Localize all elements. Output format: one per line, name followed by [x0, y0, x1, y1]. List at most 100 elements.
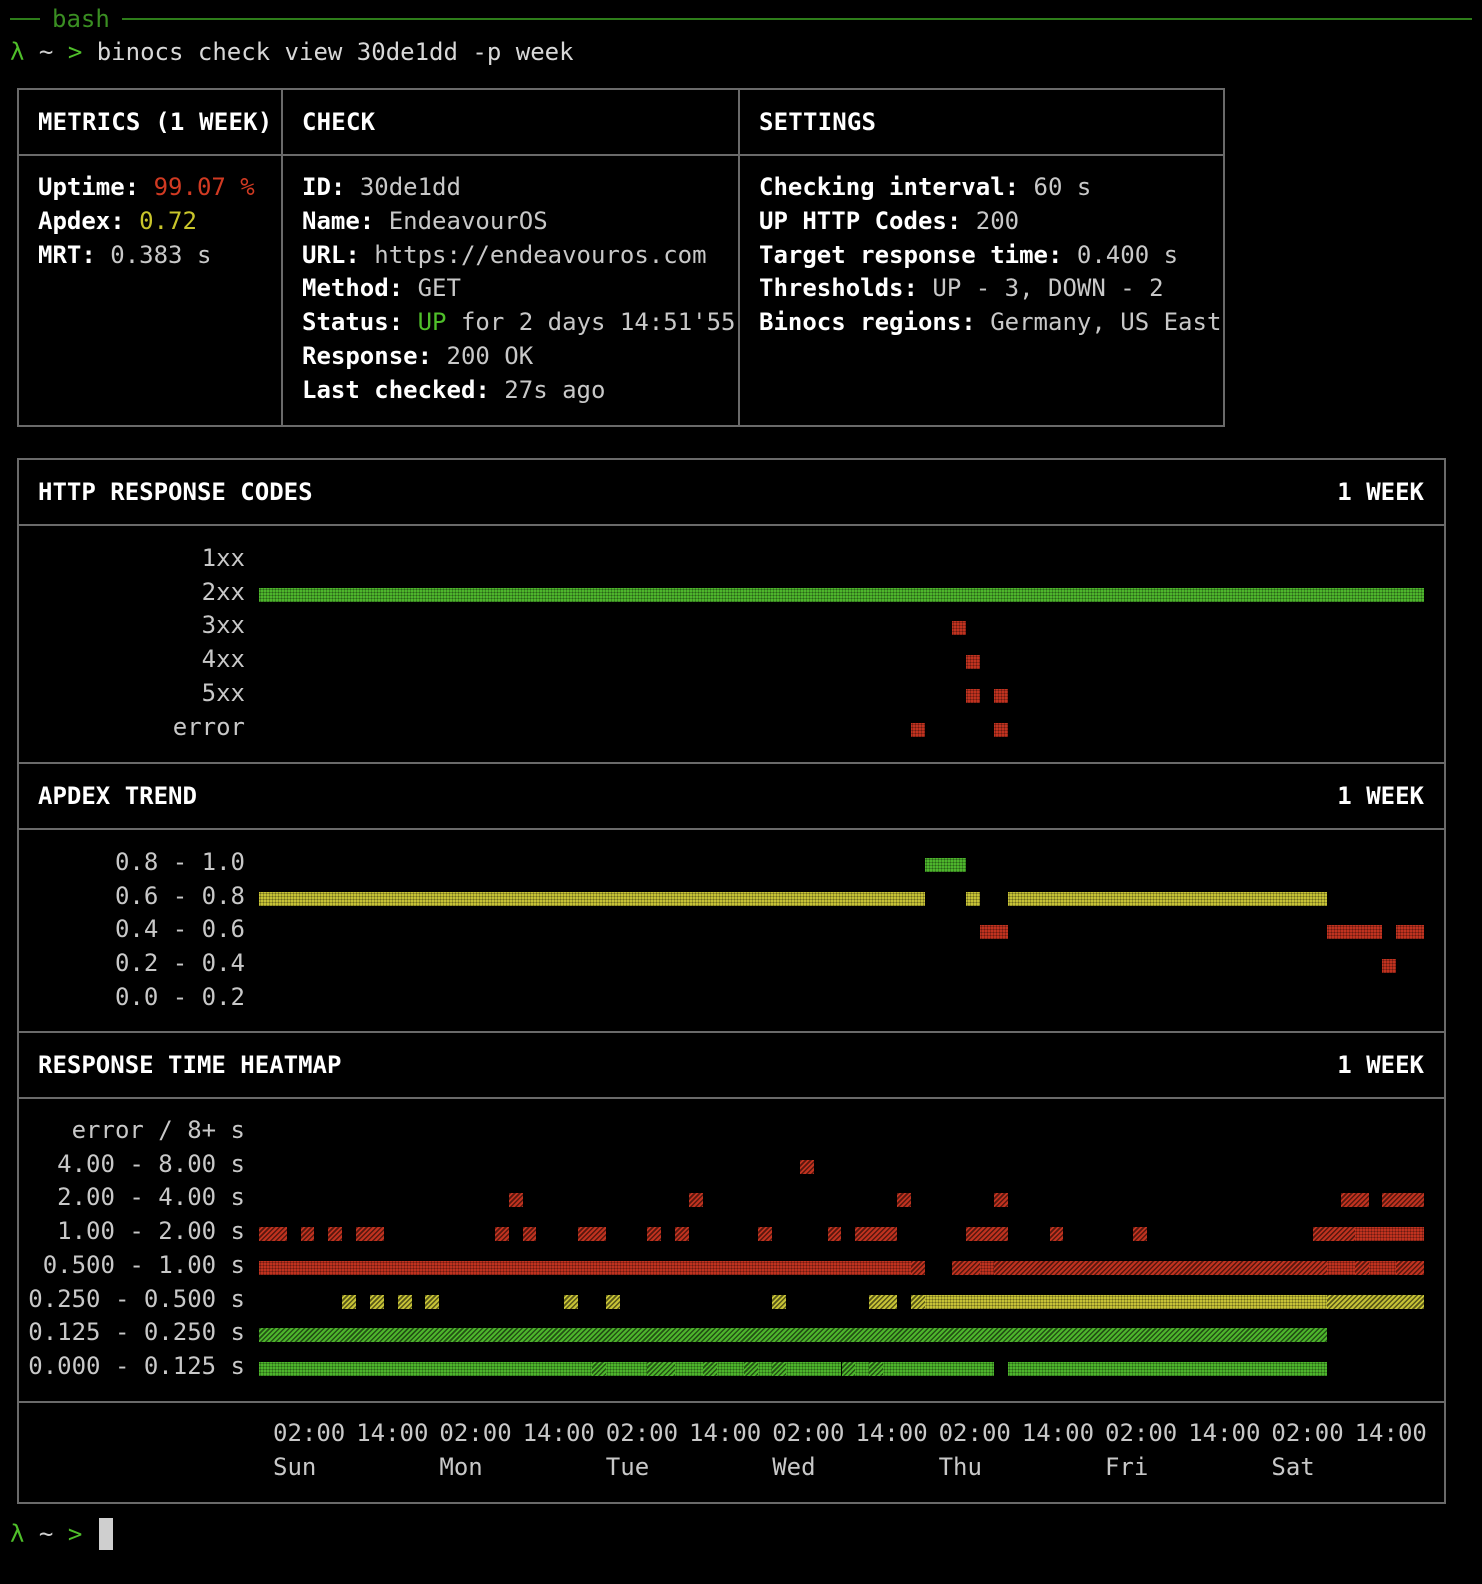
heatmap-cell — [966, 1227, 1008, 1242]
name-row: Name: EndeavourOS — [302, 206, 548, 235]
check-info-table: METRICS (1 WEEK) Uptime: 99.07 % Apdex: … — [17, 88, 1225, 427]
heatmap-cell — [799, 1159, 814, 1174]
row-label: 0.6 - 0.8 — [114, 881, 245, 910]
interval-row: Checking interval: 60 s — [759, 173, 1092, 201]
heatmap-cell — [1007, 891, 1327, 906]
heatmap-cell — [259, 891, 925, 906]
heatmap-cell — [910, 722, 925, 737]
heatmap-cell — [342, 1294, 357, 1309]
heatmap-cell — [1354, 1260, 1369, 1275]
heatmap-cell — [591, 1361, 606, 1376]
heatmap-cell — [772, 1294, 786, 1309]
row-label: 0.0 - 0.2 — [114, 982, 245, 1011]
row-label: 0.4 - 0.6 — [114, 915, 245, 944]
response-heatmap-chart: error / 8+ s 4.00 - 8.00 s 2.00 - 4.00 s 1.… — [19, 1099, 1444, 1401]
heatmap-cell — [605, 1294, 620, 1309]
heatmap-cell — [508, 1193, 523, 1208]
heatmap-cell — [259, 1260, 911, 1275]
heatmap-cell — [564, 1294, 578, 1309]
row-label: error — [172, 712, 245, 741]
settings-header: SETTINGS — [740, 90, 1223, 156]
heatmap-cell — [980, 1260, 995, 1275]
row-label: 1xx — [201, 544, 245, 572]
heatmap-cell — [369, 1294, 384, 1309]
heatmap-cell — [994, 688, 1008, 703]
cwd-indicator: ~ — [38, 38, 54, 66]
day-label: Tue — [605, 1453, 650, 1481]
row-label: 1.00 - 2.00 s — [57, 1217, 245, 1246]
heatmap-cell — [522, 1227, 537, 1242]
row-label: 4.00 - 8.00 s — [57, 1149, 245, 1178]
response-heatmap-period: 1 WEEK — [1337, 1051, 1424, 1079]
heatmap-cell — [688, 1193, 703, 1208]
response-heatmap-header: RESPONSE TIME HEATMAP 1 WEEK — [19, 1031, 1444, 1099]
heatmap-cell — [910, 1294, 925, 1309]
heatmap-cell — [675, 1227, 689, 1242]
heatmap-cell — [841, 1361, 856, 1376]
day-label: Mon — [439, 1453, 483, 1481]
thresholds-value: UP - 3, DOWN - 2 — [932, 274, 1164, 303]
heatmap-cell — [716, 1361, 745, 1376]
heatmap-cell — [758, 1361, 773, 1376]
last-checked-row: Last checked: 27s ago — [302, 375, 606, 404]
time-tick: 02:00 — [605, 1419, 679, 1447]
heatmap-cell — [744, 1361, 759, 1376]
check-header: CHECK — [283, 90, 738, 156]
row-label: 3xx — [201, 611, 245, 640]
heatmap-cell — [647, 1227, 662, 1242]
time-tick: 14:00 — [1021, 1419, 1095, 1447]
heatmap-cell — [924, 1294, 1327, 1309]
mrt-value: 0.383 s — [110, 240, 212, 269]
heatmap-cell — [259, 587, 1424, 602]
empty-prompt[interactable]: λ ~ > — [10, 1518, 113, 1550]
prompt-arrow-icon: > — [67, 1520, 83, 1548]
method-row: Method: GET — [302, 274, 461, 303]
heatmap-cell — [259, 1227, 287, 1242]
thresholds-row: Thresholds: UP - 3, DOWN - 2 — [759, 274, 1164, 303]
day-label: Sat — [1271, 1453, 1315, 1481]
row-label: 4xx — [201, 645, 245, 674]
day-label: Thu — [938, 1453, 982, 1481]
heatmap-cell — [924, 858, 967, 872]
target-value: 0.400 s — [1076, 240, 1179, 269]
heatmap-cell — [786, 1361, 842, 1376]
heatmap-cell — [1326, 1260, 1355, 1275]
prompt-arrow-icon: > — [67, 38, 83, 66]
regions-row: Binocs regions: Germany, US East — [759, 308, 1222, 337]
lambda-icon: λ — [10, 1520, 25, 1548]
regions-value: Germany, US East — [990, 308, 1222, 337]
http-codes-chart: 1xx 2xx 3xx 4xx 5xx error — [19, 526, 1444, 762]
heatmap-cell — [1396, 1260, 1424, 1275]
heatmap-cell — [994, 1193, 1008, 1208]
row-label: 0.2 - 0.4 — [114, 949, 245, 978]
name-value: EndeavourOS — [388, 206, 548, 235]
heatmap-cell — [855, 1227, 897, 1242]
heatmap-cell — [966, 891, 981, 906]
heatmap-cell — [1382, 959, 1397, 974]
heatmap-cell — [758, 1227, 773, 1242]
heatmap-cell — [1007, 1361, 1327, 1376]
heatmap-cell — [1326, 925, 1383, 940]
heatmap-cell — [647, 1361, 676, 1376]
response-row: Response: 200 OK — [302, 341, 534, 370]
cwd-indicator: ~ — [38, 1520, 54, 1548]
heatmap-cell — [259, 1328, 1327, 1343]
row-label: 0.000 - 0.125 s — [28, 1351, 245, 1380]
heatmap-cell — [1396, 925, 1424, 940]
status-badge: UP — [417, 308, 447, 337]
time-tick: 14:00 — [855, 1419, 928, 1447]
apdex-chart: 0.8 - 1.0 0.6 - 0.8 0.4 - 0.6 0.2 - 0.4 0.0 … — [19, 830, 1444, 1031]
time-tick: 14:00 — [1188, 1419, 1261, 1447]
url-value: https://endeavouros.com — [374, 240, 707, 269]
metrics-column: METRICS (1 WEEK) Uptime: 99.07 % Apdex: … — [19, 90, 283, 425]
terminal-titlebar: bash — [10, 4, 1472, 34]
time-tick: 02:00 — [1105, 1419, 1178, 1447]
heatmap-cell — [1326, 1294, 1424, 1309]
heatmap-cell — [1340, 1193, 1369, 1208]
row-label: 0.500 - 1.00 s — [42, 1250, 245, 1279]
time-tick: 02:00 — [1271, 1419, 1344, 1447]
heatmap-cell — [952, 1260, 981, 1275]
heatmap-cell — [397, 1294, 412, 1309]
status-duration: for 2 days 14:51'55 — [460, 308, 736, 337]
uptime-value: 99.07 % — [153, 173, 255, 201]
